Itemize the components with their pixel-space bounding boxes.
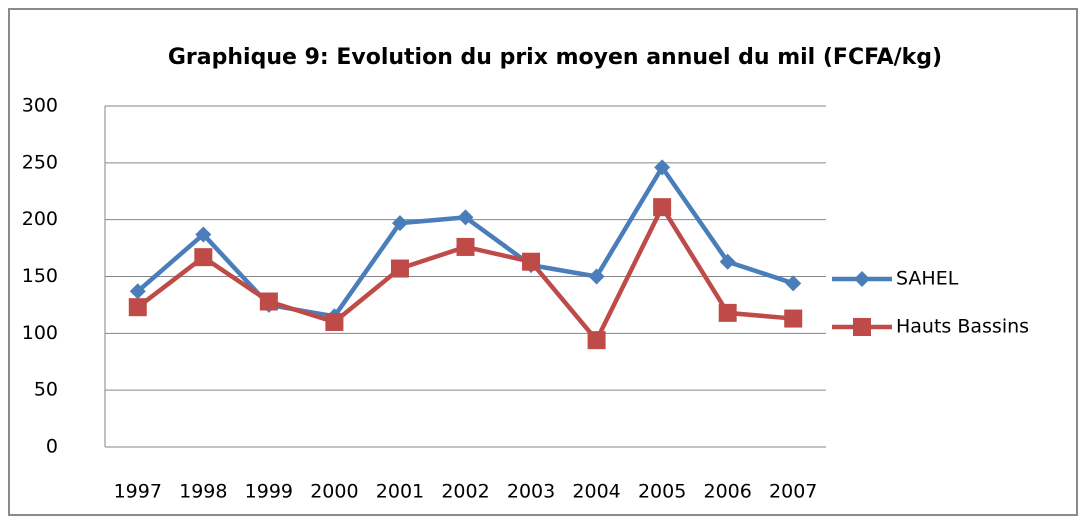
y-tick-label: 50	[34, 379, 58, 401]
point	[129, 283, 146, 300]
point	[194, 248, 213, 267]
point	[456, 237, 475, 256]
x-tick-label: 2005	[638, 481, 686, 503]
x-tick-label: 1998	[179, 481, 227, 503]
point	[325, 312, 344, 331]
point	[587, 331, 606, 350]
point	[259, 292, 278, 311]
legend-marker	[854, 271, 870, 287]
chart-title: Graphique 9: Evolution du prix moyen ann…	[168, 45, 942, 70]
y-tick-label: 250	[22, 151, 58, 173]
y-tick-label: 0	[46, 436, 58, 458]
x-tick-label: 2006	[704, 481, 752, 503]
point	[784, 309, 803, 328]
x-tick-label: 1997	[114, 481, 162, 503]
y-tick-label: 150	[22, 265, 58, 287]
point	[785, 275, 802, 292]
x-tick-label: 2007	[769, 481, 817, 503]
x-tick-label: 2003	[507, 481, 555, 503]
x-tick-label: 2001	[376, 481, 424, 503]
point	[522, 252, 541, 271]
point	[653, 198, 672, 217]
point	[719, 253, 736, 270]
point	[390, 259, 409, 278]
chart-border	[8, 8, 1078, 516]
x-tick-label: 2004	[572, 481, 620, 503]
x-tick-label: 2000	[310, 481, 358, 503]
legend-label: Hauts Bassins	[896, 316, 1029, 338]
point	[718, 303, 737, 322]
point	[588, 268, 605, 285]
x-tick-label: 2002	[441, 481, 489, 503]
point	[195, 226, 212, 243]
x-tick-label: 1999	[245, 481, 293, 503]
y-tick-label: 100	[22, 322, 58, 344]
point	[654, 159, 671, 176]
legend-label: SAHEL	[896, 268, 959, 290]
point	[391, 215, 408, 232]
y-tick-label: 300	[22, 95, 58, 117]
point	[128, 298, 147, 317]
legend-marker	[853, 318, 871, 336]
y-tick-label: 200	[22, 208, 58, 230]
point	[457, 209, 474, 226]
